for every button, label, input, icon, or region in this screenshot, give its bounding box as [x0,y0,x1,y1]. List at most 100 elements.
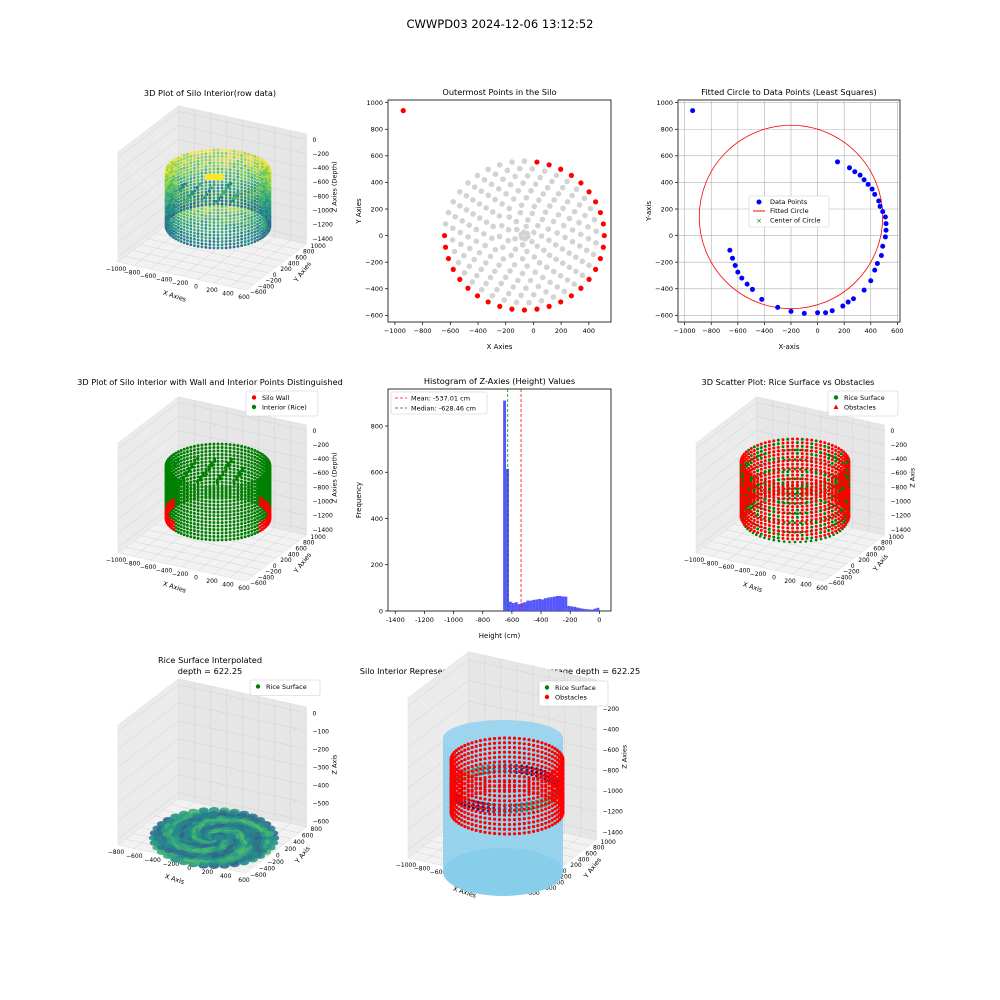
data-point [240,170,244,173]
data-point [224,527,228,531]
data-point [228,467,232,471]
data-point [200,213,204,217]
data-point [256,498,260,502]
data-point [174,218,178,222]
obstacle-point [800,470,804,474]
obstacle-point [756,479,760,483]
data-point [185,523,189,527]
data-point [243,174,247,177]
data-point [243,189,247,193]
data-point [250,215,254,219]
obstacle-point [772,532,776,536]
data-point [204,217,208,221]
data-point [232,187,236,191]
interior-point [458,241,464,248]
data-point [174,512,178,516]
data-point [200,460,204,464]
obstacle-point [756,487,760,491]
interior-point [536,259,543,266]
data-point [236,150,240,154]
y-tick-label: 800 [371,422,383,430]
data-point [177,181,180,185]
data-point [232,149,236,153]
obstacle-point [749,517,753,521]
data-point [179,532,183,536]
data-point [179,155,183,158]
data-point [212,170,216,174]
obstacle-point [786,530,790,534]
histogram-bar [573,606,577,611]
data-point [200,194,204,197]
fitted-circle [698,124,884,310]
y-tick-label: 200 [280,557,292,564]
x-tick-label: −1000 [684,557,704,564]
data-point [216,514,220,518]
obstacle-point [800,537,804,541]
data-point [228,217,232,221]
obstacle-point [749,506,753,510]
obstacle-point [756,505,760,509]
obstacle-point [795,484,799,488]
data-point [253,224,257,228]
data-point [200,502,204,506]
data-point [247,175,250,178]
data-point [240,231,244,235]
obstacle-point [759,485,763,489]
data-point [232,499,236,503]
data-point [174,489,178,493]
data-point [172,194,176,197]
data-point [176,506,180,510]
obstacle-point [767,483,771,487]
data-point [240,518,244,522]
data-point [179,448,183,452]
obstacle-point [810,532,814,536]
x-tick-label: 200 [206,578,218,585]
obstacle-point [814,442,818,446]
data-point [192,154,196,157]
interior-point [456,189,463,195]
data-point [192,455,196,459]
data-point [179,511,183,515]
data-point [216,535,220,539]
x-tick-label: 400 [222,582,234,589]
data-point [865,181,871,187]
data-point [207,468,211,472]
data-point [228,453,232,457]
data-point [188,193,192,197]
obstacle-point [819,527,823,531]
data-point [192,221,196,225]
data-point [240,469,245,473]
obstacle-point [747,481,751,485]
data-point [179,167,183,171]
outer-point [601,232,607,239]
x-tick-label: 200 [202,869,214,876]
data-point [189,531,193,535]
data-point [243,180,247,184]
obstacle-point [795,501,799,505]
obstacle-point [772,442,776,446]
obstacle-point [814,521,818,525]
data-point [179,518,183,522]
data-point [243,227,247,231]
data-point [258,522,262,526]
data-point [253,459,257,463]
obstacle-point [791,494,795,498]
data-point [236,461,240,465]
data-point [192,493,196,497]
outer-point [558,166,564,172]
z-axis-label: Z Axis [909,467,917,488]
obstacle-point [800,484,804,488]
data-point [185,495,189,499]
data-point [200,527,204,531]
data-point [208,158,212,162]
obstacle-point [786,452,790,456]
obstacle-point [814,514,818,518]
x-tick-label: 600 [238,294,250,301]
y-tick-label: −600 [250,580,267,587]
data-point [229,182,233,186]
data-point [236,536,240,540]
data-point [258,224,262,228]
obstacle-point [814,482,818,486]
data-point [857,172,863,178]
data-point [232,171,236,175]
